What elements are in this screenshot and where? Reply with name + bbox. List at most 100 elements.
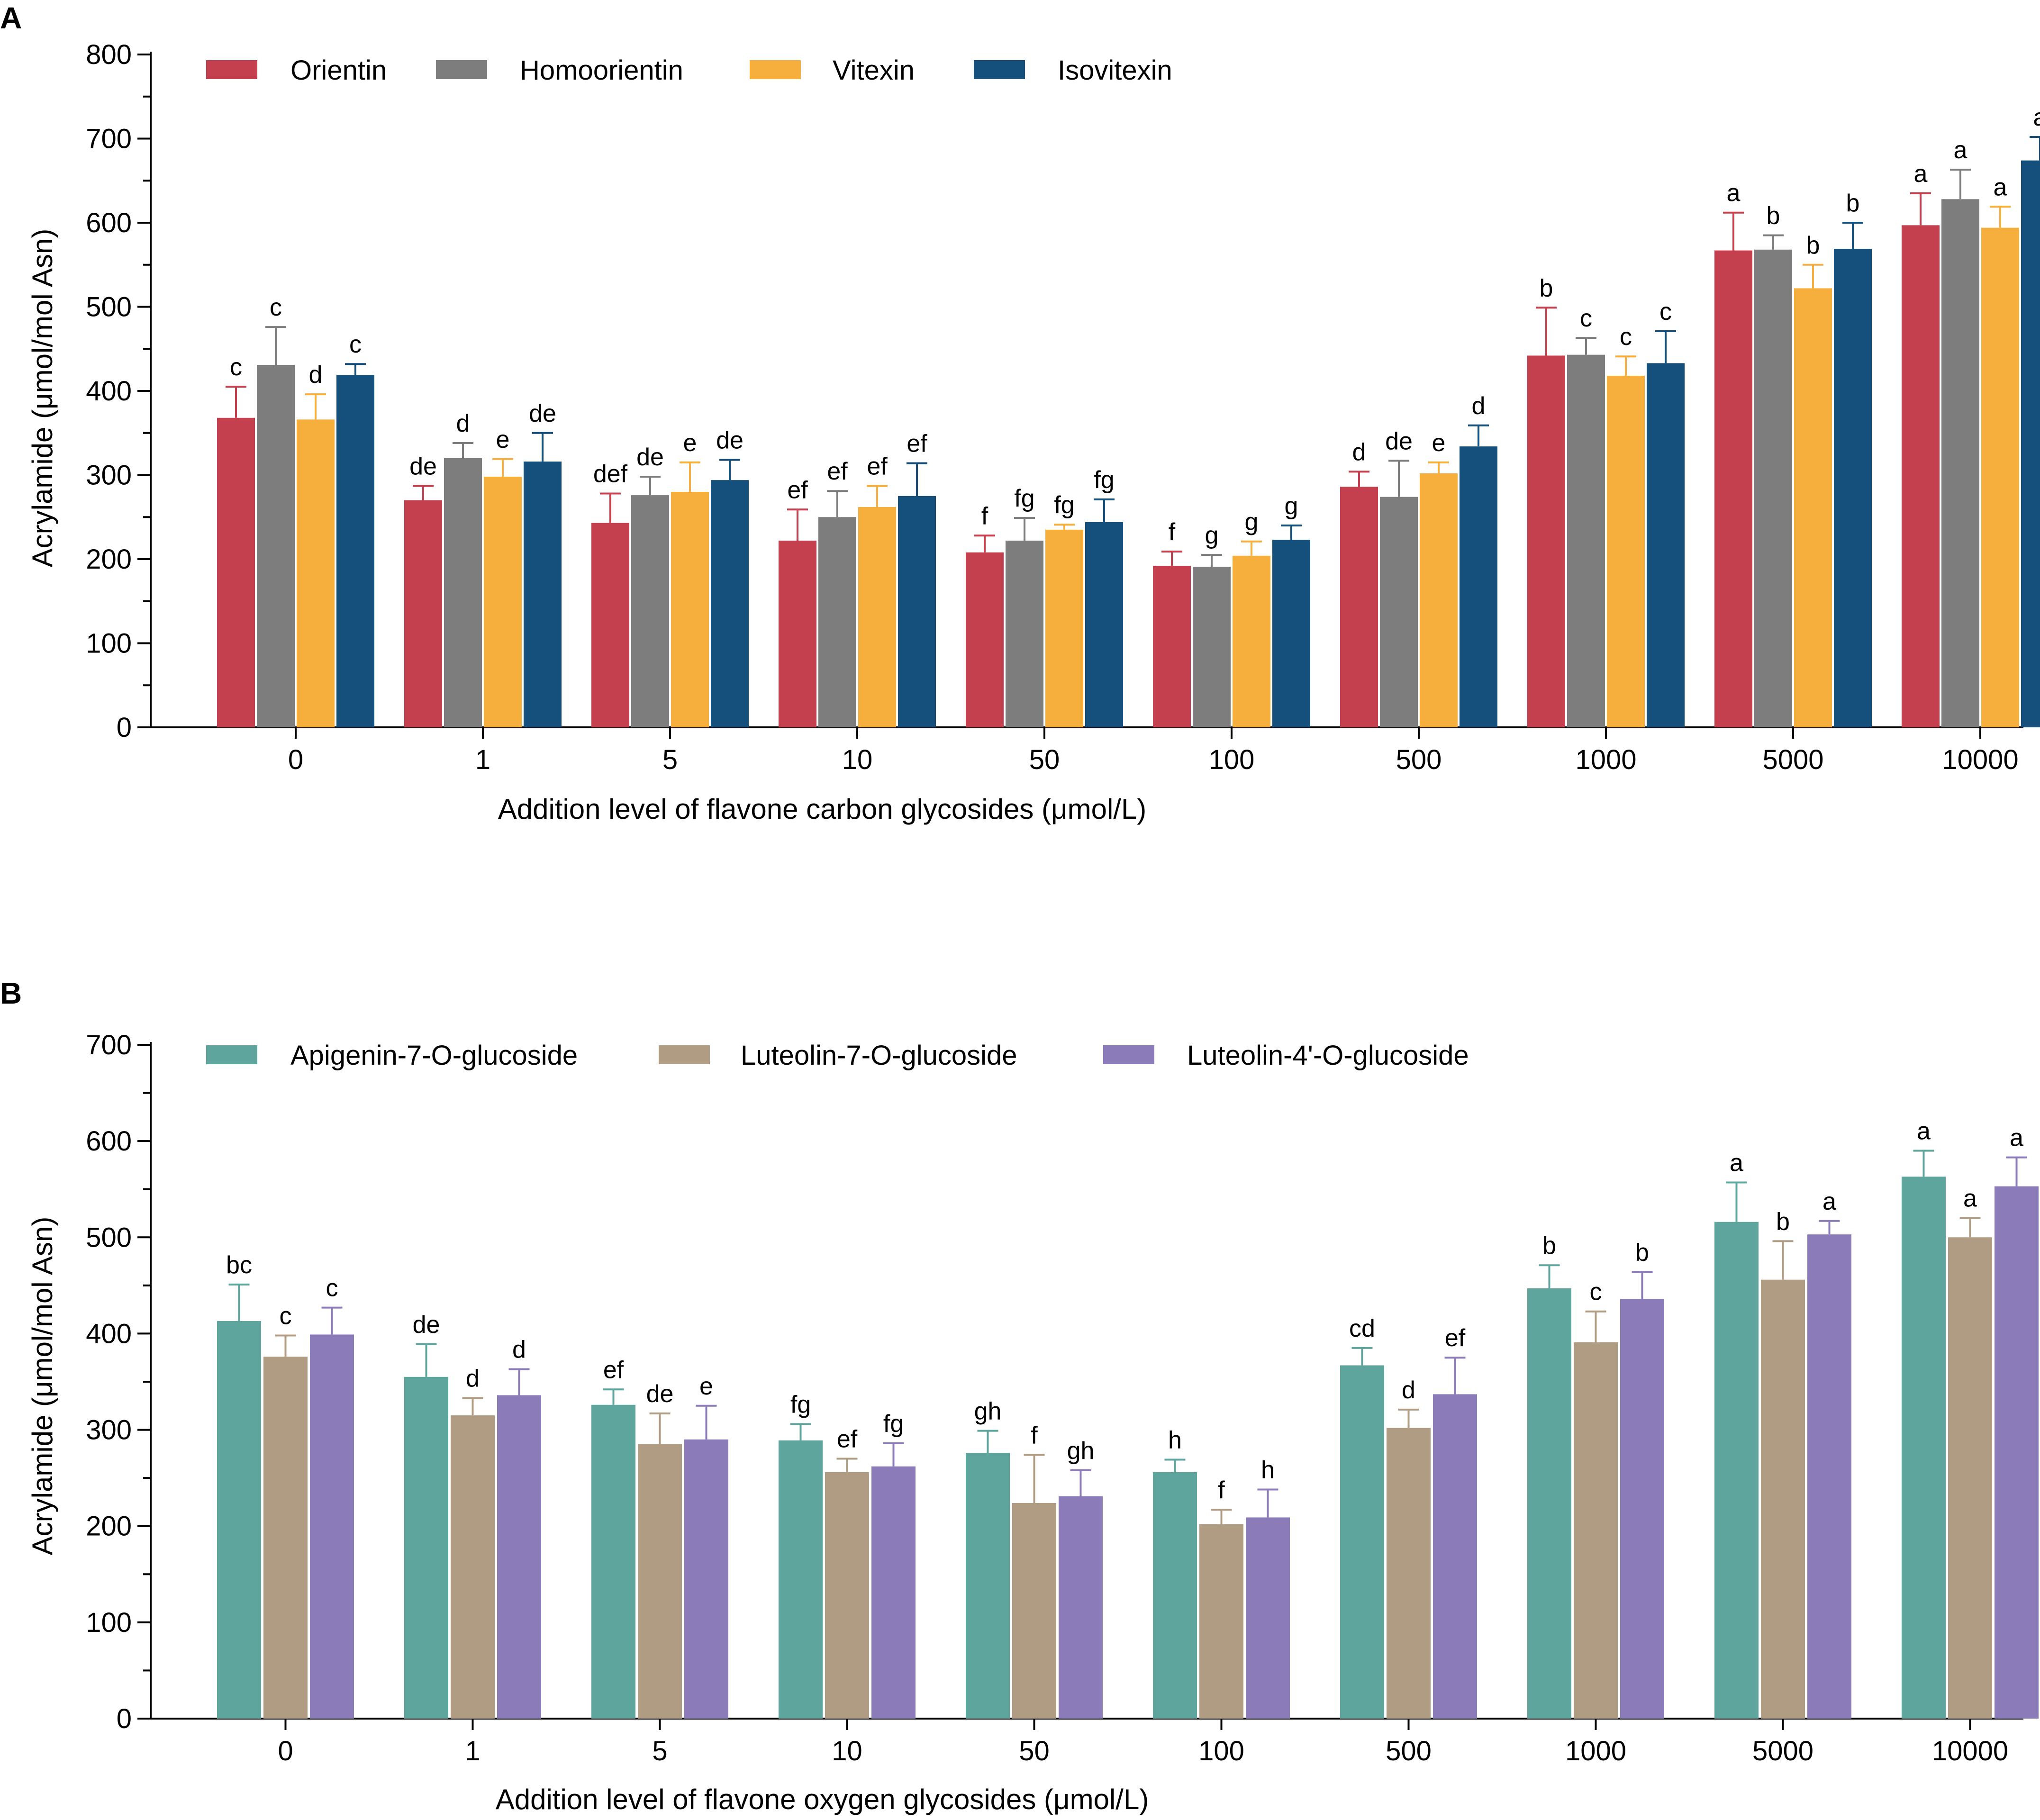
bar: [1607, 376, 1645, 727]
legend-swatch-homoorientin: [436, 60, 487, 79]
significance-label: e: [1432, 429, 1446, 457]
y-tick-label: 0: [117, 1703, 132, 1734]
significance-label: b: [1776, 1208, 1790, 1235]
bar: [779, 1440, 823, 1719]
bar: [1006, 540, 1043, 727]
x-tick-label: 5000: [1752, 1736, 1813, 1766]
significance-label: ef: [837, 1426, 858, 1453]
bar: [1995, 1186, 2039, 1719]
panel-a: A Acrylamide (μmol/mol Asn) Addition lev…: [0, 1, 2040, 825]
bar: [1340, 487, 1378, 727]
y-tick-label: 400: [86, 1318, 132, 1349]
legend-b: Apigenin-7-O-glucoside Luteolin-7-O-gluc…: [206, 1040, 1469, 1071]
significance-label: de: [529, 400, 556, 427]
y-tick-label: 200: [86, 1511, 132, 1542]
bar: [2021, 160, 2040, 727]
significance-label: de: [413, 1311, 440, 1339]
significance-label: gh: [974, 1398, 1002, 1425]
bar: [1272, 540, 1310, 727]
bar: [1527, 1288, 1571, 1719]
y-tick-label: 500: [86, 1222, 132, 1253]
x-tick-label: 10: [842, 744, 873, 775]
significance-label: c: [349, 331, 362, 358]
legend-swatch-vitexin: [750, 60, 801, 79]
bar: [1981, 227, 2019, 727]
bar: [217, 417, 255, 727]
y-tick-label: 500: [86, 292, 132, 323]
significance-label: c: [326, 1275, 338, 1302]
significance-label: de: [1385, 427, 1413, 455]
significance-label: ef: [827, 458, 848, 485]
bar: [484, 477, 522, 727]
bar: [711, 480, 749, 727]
significance-label: b: [1806, 232, 1820, 259]
y-tick-label: 100: [86, 628, 132, 659]
bar: [966, 552, 1004, 727]
y-tick-label: 600: [86, 208, 132, 238]
significance-label: b: [1542, 1232, 1556, 1259]
x-tick-label: 10000: [1942, 744, 2018, 775]
legend-label-isovitexin: Isovitexin: [1058, 55, 1172, 86]
significance-label: d: [456, 410, 470, 437]
bar: [1902, 1177, 1946, 1719]
bar: [1085, 522, 1123, 727]
x-tick-label: 50: [1029, 744, 1060, 775]
legend-swatch-luteolin-7-o-glucoside: [659, 1045, 710, 1064]
y-tick-label: 100: [86, 1607, 132, 1638]
bar: [297, 419, 335, 727]
bar: [1527, 355, 1565, 727]
bar: [444, 458, 482, 727]
x-tick-label: 100: [1198, 1736, 1244, 1766]
x-tick-label: 5: [652, 1736, 667, 1766]
significance-label: ef: [907, 430, 927, 458]
significance-label: a: [1954, 136, 1967, 164]
significance-label: e: [699, 1373, 713, 1400]
bar: [1420, 473, 1458, 727]
bar: [591, 1404, 635, 1719]
x-tick-label: 0: [278, 1736, 293, 1766]
bar: [631, 495, 669, 727]
significance-label: a: [1730, 1149, 1743, 1177]
significance-label: a: [1963, 1185, 1977, 1213]
significance-label: d: [1472, 392, 1486, 420]
bar: [1433, 1394, 1477, 1719]
bar: [263, 1357, 308, 1719]
x-tick-label: 1: [475, 744, 490, 775]
significance-label: g: [1205, 522, 1219, 549]
y-tick-label: 300: [86, 1415, 132, 1446]
bar: [858, 507, 896, 727]
significance-label: ef: [1445, 1324, 1466, 1352]
significance-label: c: [1590, 1278, 1602, 1306]
bar: [818, 517, 856, 727]
bar: [1233, 555, 1270, 727]
bar: [1012, 1503, 1056, 1719]
significance-label: c: [1620, 323, 1632, 351]
significance-label: c: [280, 1302, 292, 1330]
significance-label: c: [1659, 298, 1672, 326]
bar: [1714, 250, 1752, 727]
bar: [1045, 529, 1083, 727]
significance-label: gh: [1067, 1437, 1095, 1465]
x-axis-title-b: Addition level of flavone oxygen glycosi…: [496, 1784, 1149, 1815]
x-tick-label: 1000: [1575, 744, 1636, 775]
legend-label-homoorientin: Homoorientin: [520, 55, 683, 86]
x-tick-label: 0: [288, 744, 303, 775]
y-tick-label: 200: [86, 544, 132, 575]
significance-label: h: [1261, 1457, 1275, 1484]
significance-label: a: [2010, 1124, 2023, 1152]
bar: [825, 1472, 869, 1719]
y-tick-label: 0: [117, 712, 132, 743]
x-axis-title-a: Addition level of flavone carbon glycosi…: [498, 793, 1147, 825]
significance-label: bc: [226, 1251, 252, 1279]
legend-label-luteolin-7-o-glucoside: Luteolin-7-O-glucoside: [741, 1040, 1017, 1071]
significance-label: d: [309, 361, 323, 389]
significance-label: fg: [1014, 485, 1034, 512]
legend-swatch-isovitexin: [974, 60, 1025, 79]
significance-label: fg: [790, 1391, 811, 1418]
bar: [1193, 566, 1231, 727]
y-tick-label: 700: [86, 124, 132, 154]
legend-label-vitexin: Vitexin: [833, 55, 915, 86]
significance-label: f: [1169, 518, 1176, 546]
significance-label: d: [1352, 438, 1366, 466]
